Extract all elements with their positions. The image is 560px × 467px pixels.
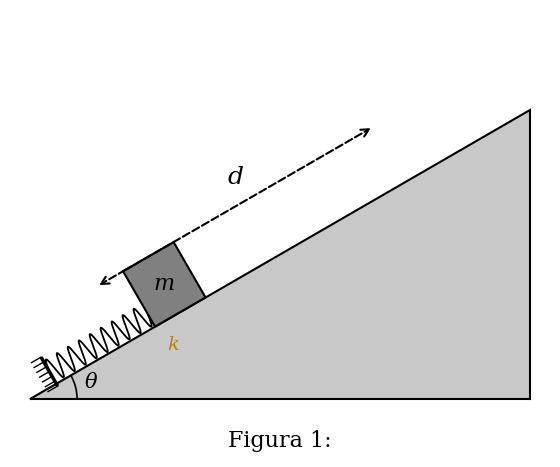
- Text: k: k: [167, 336, 179, 354]
- Text: θ: θ: [85, 373, 98, 392]
- Text: Figura 1:: Figura 1:: [228, 430, 332, 452]
- Text: d: d: [228, 166, 244, 189]
- Text: m: m: [154, 273, 175, 295]
- Polygon shape: [123, 242, 206, 326]
- Polygon shape: [30, 110, 530, 399]
